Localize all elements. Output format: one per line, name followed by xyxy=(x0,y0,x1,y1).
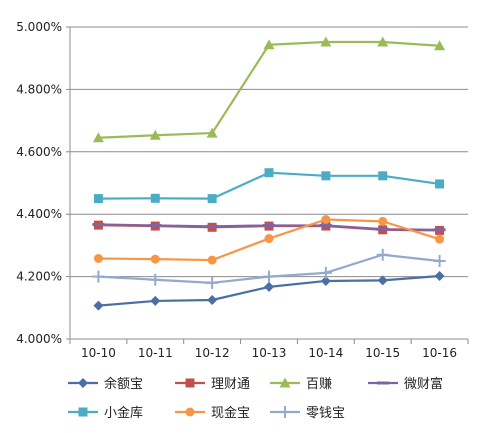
data-point xyxy=(93,194,103,204)
data-point xyxy=(149,129,161,140)
series-7 xyxy=(92,248,446,289)
series-3 xyxy=(92,36,446,143)
legend-label: 百赚 xyxy=(306,376,332,392)
data-point xyxy=(378,171,388,181)
data-point xyxy=(207,255,217,265)
series-6 xyxy=(93,215,445,265)
legend-label: 零钱宝 xyxy=(306,406,345,421)
series-2 xyxy=(93,220,445,235)
series-4 xyxy=(92,222,446,232)
data-point xyxy=(320,275,331,286)
x-tick-label: 10-15 xyxy=(365,346,400,360)
data-point xyxy=(377,275,388,286)
data-point xyxy=(321,171,331,181)
data-point xyxy=(434,270,445,281)
data-point xyxy=(150,254,160,264)
y-tick-label: 4.800% xyxy=(16,82,62,96)
data-point xyxy=(263,39,275,50)
data-point xyxy=(376,248,389,261)
data-point xyxy=(92,132,104,143)
data-point xyxy=(264,281,274,292)
data-point xyxy=(264,168,274,178)
data-point xyxy=(378,216,388,226)
data-point xyxy=(264,234,274,244)
series-layer xyxy=(92,36,446,311)
legend-label: 现金宝 xyxy=(211,405,250,421)
y-tick-label: 4.600% xyxy=(16,145,62,159)
legend-item-3: 百赚 xyxy=(270,376,332,392)
data-point xyxy=(320,36,332,47)
x-tick-label: 10-13 xyxy=(252,346,287,360)
data-point xyxy=(433,255,446,267)
data-point xyxy=(207,194,217,204)
legend-item-6: 现金宝 xyxy=(175,405,250,421)
data-point xyxy=(92,270,105,283)
legend-label: 小金库 xyxy=(104,405,143,421)
legend-label: 余额宝 xyxy=(104,376,143,392)
x-tick-label: 10-10 xyxy=(81,346,116,360)
legend-item-4: 微财富 xyxy=(368,376,443,392)
data-point xyxy=(321,215,331,225)
data-point xyxy=(93,300,104,311)
legend-label: 微财富 xyxy=(404,376,443,392)
grid-layer xyxy=(70,26,468,278)
legend-marker xyxy=(185,407,195,417)
y-tick-label: 4.200% xyxy=(16,270,62,284)
x-tick-label: 10-14 xyxy=(308,346,343,360)
y-tick-label: 4.400% xyxy=(16,207,62,221)
series-5 xyxy=(93,168,445,204)
data-point xyxy=(435,179,445,189)
series-1 xyxy=(93,270,445,311)
data-point xyxy=(207,295,218,305)
data-point xyxy=(435,234,445,244)
legend-marker xyxy=(78,378,88,388)
legend-label: 理财通 xyxy=(211,377,250,392)
data-point xyxy=(149,273,162,286)
y-tick-label: 5.000% xyxy=(16,20,62,34)
legend-item-1: 余额宝 xyxy=(68,376,143,392)
data-point xyxy=(150,193,160,203)
legend-marker xyxy=(78,407,88,417)
legend-item-2: 理财通 xyxy=(175,377,250,392)
x-tick-label: 10-11 xyxy=(138,346,173,360)
x-tick-label: 10-12 xyxy=(195,346,230,360)
legend-item-5: 小金库 xyxy=(68,405,143,421)
data-point xyxy=(434,40,446,51)
legend-marker xyxy=(185,378,195,388)
y-tick-label: 4.000% xyxy=(16,332,62,346)
data-point xyxy=(263,270,275,283)
data-point xyxy=(150,295,161,306)
data-point xyxy=(93,254,103,264)
data-point xyxy=(319,266,332,279)
data-point xyxy=(206,127,218,138)
axis-layer: 4.000% 4.200% 4.400% 4.600% 4.800% 5.000% 10-1… xyxy=(16,20,469,360)
data-point xyxy=(377,36,389,47)
data-point xyxy=(206,276,219,289)
legend-marker xyxy=(279,377,291,388)
x-tick-label: 10-16 xyxy=(422,346,457,360)
legend-item-7: 零钱宝 xyxy=(270,406,345,421)
legend-marker xyxy=(279,406,291,418)
